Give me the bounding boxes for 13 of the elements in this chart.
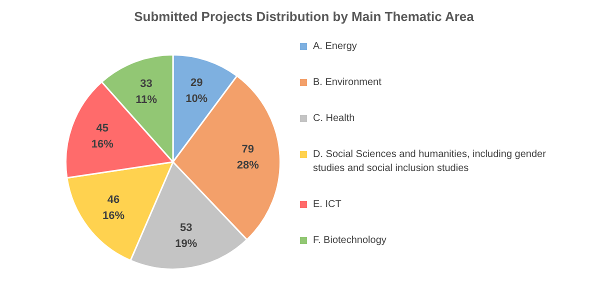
legend-label: C. Health bbox=[313, 112, 355, 126]
legend-label: F. Biotechnology bbox=[313, 234, 386, 248]
data-label: 53 19% bbox=[175, 222, 198, 250]
data-label: 29 10% bbox=[186, 76, 208, 105]
data-label: 33 11% bbox=[136, 78, 158, 106]
data-label: 79 28% bbox=[236, 143, 260, 172]
data-label: 45 16% bbox=[91, 122, 114, 150]
data-label: 46 16% bbox=[102, 194, 125, 222]
chart-title: Submitted Projects Distribution by Main Thematic Area bbox=[133, 9, 475, 24]
legend-label: E. ICT bbox=[313, 198, 342, 212]
legend-label: A. Energy bbox=[313, 40, 357, 54]
legend-label: B. Environment bbox=[313, 76, 382, 90]
legend-label: D. Social Sciences and humanities, including gender studies and social inclusion studies bbox=[313, 148, 547, 176]
